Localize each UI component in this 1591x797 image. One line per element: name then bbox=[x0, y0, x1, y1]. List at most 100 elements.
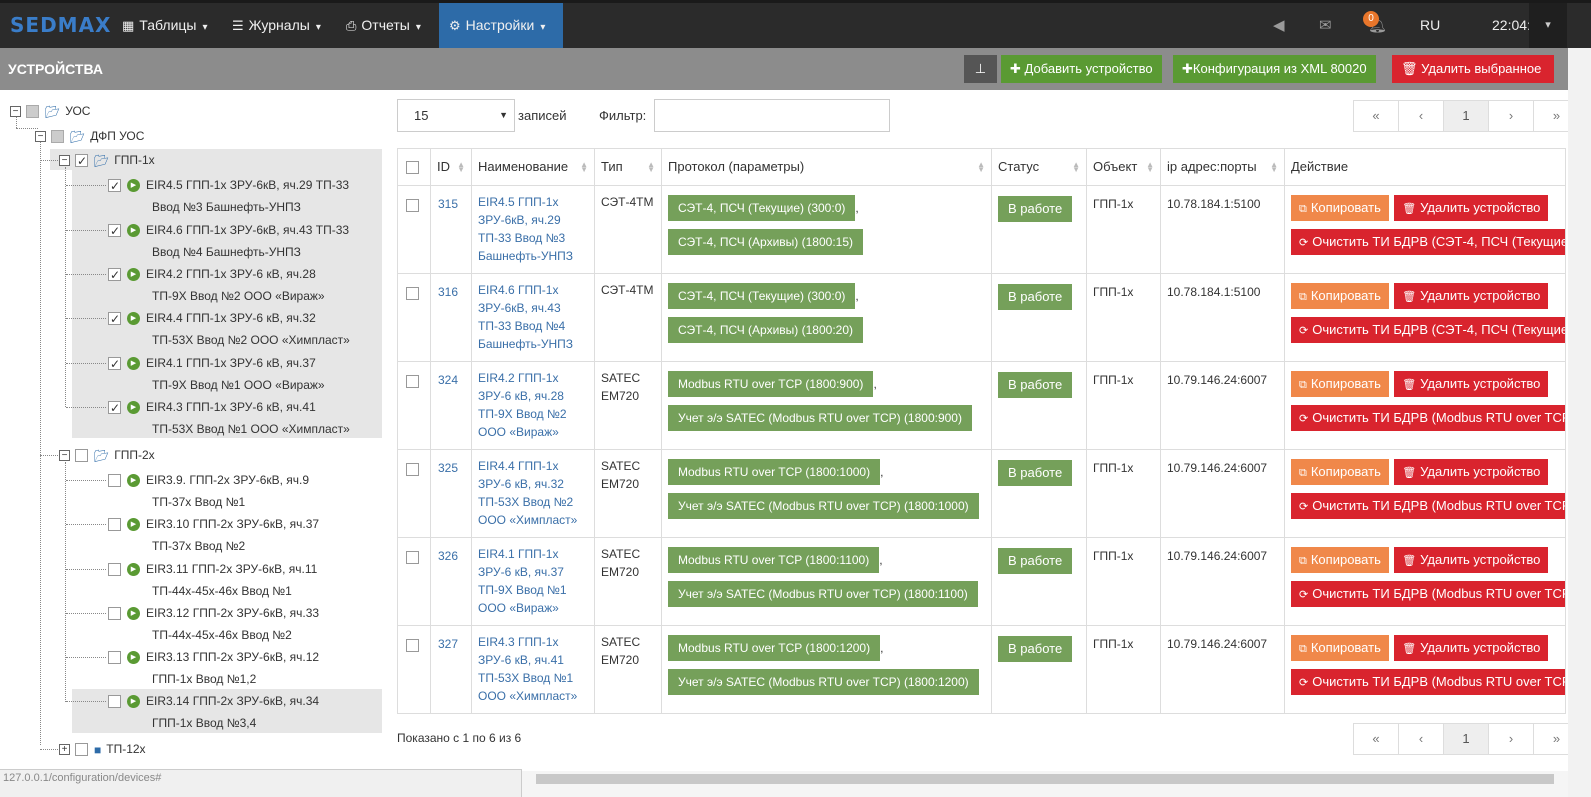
tree-leaf-device[interactable]: ▶ EIR3.9. ГПП-2х ЗРУ-6кВ, яч.9 ТП-37х Ввод… bbox=[108, 469, 309, 513]
hierarchy-button[interactable]: ⊥ bbox=[964, 55, 997, 83]
pager-last[interactable]: » bbox=[1552, 731, 1561, 746]
page-length-select[interactable]: 15 ▼ bbox=[397, 99, 515, 132]
pager-next[interactable]: › bbox=[1489, 101, 1534, 131]
tree-node-gpp1[interactable]: − 📂︎ ГПП-1х bbox=[59, 149, 155, 172]
device-name-link[interactable]: EIR4.2 ГПП-1х ЗРУ-6 кВ, яч.28 ТП-9Х Ввод №… bbox=[478, 369, 588, 441]
pager-prev[interactable]: ‹ bbox=[1399, 101, 1444, 131]
row-checkbox[interactable] bbox=[406, 463, 419, 476]
device-id-link[interactable]: 315 bbox=[438, 197, 459, 211]
protocol-badge[interactable]: СЭТ-4, ПСЧ (Архивы) (1800:15) bbox=[668, 229, 863, 255]
volume-icon[interactable]: ◀ bbox=[1273, 17, 1285, 34]
protocol-badge[interactable]: Учет э/э SATEC (Modbus RTU over TCP) (18… bbox=[668, 405, 972, 431]
device-id-link[interactable]: 326 bbox=[438, 549, 459, 563]
copy-button[interactable]: ⧉ Копировать bbox=[1291, 547, 1389, 573]
tree-checkbox[interactable] bbox=[108, 397, 121, 419]
tree-checkbox[interactable] bbox=[75, 743, 88, 757]
device-name-link[interactable]: EIR4.3 ГПП-1х ЗРУ-6 кВ, яч.41 ТП-53Х Ввод … bbox=[478, 633, 588, 705]
header-status[interactable]: Статус ▲ ▼ bbox=[991, 148, 1087, 186]
nav-tables[interactable]: ▦ Таблицы ▾ bbox=[112, 3, 218, 48]
tree-checkbox[interactable] bbox=[51, 130, 64, 144]
row-checkbox[interactable] bbox=[406, 375, 419, 388]
tree-leaf-device[interactable]: ▶ EIR3.12 ГПП-2х ЗРУ-6кВ, яч.33 ТП-44х-45х… bbox=[108, 602, 319, 646]
collapse-icon[interactable]: − bbox=[59, 450, 70, 462]
header-ip[interactable]: ip адрес:порты ▲ ▼ bbox=[1160, 148, 1285, 186]
collapse-icon[interactable]: − bbox=[10, 106, 21, 118]
row-checkbox[interactable] bbox=[406, 551, 419, 564]
row-checkbox[interactable] bbox=[406, 287, 419, 300]
device-id-link[interactable]: 316 bbox=[438, 285, 459, 299]
envelope-icon[interactable]: ✉ bbox=[1319, 17, 1332, 34]
tree-checkbox[interactable] bbox=[108, 695, 121, 709]
pager-first[interactable]: « bbox=[1354, 101, 1399, 131]
clear-ti-button[interactable]: ⟳ Очистить ТИ БДРВ (Modbus RTU over TCP) bbox=[1291, 669, 1565, 695]
tree-leaf-device[interactable]: ▶ EIR4.4 ГПП-1х ЗРУ-6 кВ, яч.32 ТП-53Х Вво… bbox=[108, 307, 350, 351]
tree-leaf-device[interactable]: ▶ EIR3.14 ГПП-2х ЗРУ-6кВ, яч.34 ГПП-1х Вво… bbox=[108, 690, 319, 734]
device-id-link[interactable]: 324 bbox=[438, 373, 459, 387]
xml-config-button[interactable]: ✚Конфигурация из XML 80020 bbox=[1173, 55, 1376, 83]
pager-prev[interactable]: ‹ bbox=[1399, 724, 1444, 754]
tree-node-gpp2[interactable]: − 📂︎ ГПП-2х bbox=[59, 444, 155, 466]
copy-button[interactable]: ⧉ Копировать bbox=[1291, 283, 1389, 309]
pager-page[interactable]: 1 bbox=[1444, 101, 1489, 131]
device-name-link[interactable]: EIR4.5 ГПП-1х ЗРУ-6кВ, яч.29 ТП-33 Ввод №3… bbox=[478, 193, 588, 265]
tree-checkbox[interactable] bbox=[26, 105, 39, 119]
collapse-icon[interactable]: − bbox=[59, 155, 70, 167]
delete-selected-button[interactable]: 🗑︎ Удалить выбранное bbox=[1392, 55, 1554, 83]
clear-ti-button[interactable]: ⟳ Очистить ТИ БДРВ (Modbus RTU over TCP) bbox=[1291, 405, 1565, 431]
tree-leaf-device[interactable]: ▶ EIR4.6 ГПП-1х ЗРУ-6кВ, яч.43 ТП-33 Ввод … bbox=[108, 219, 349, 263]
protocol-badge[interactable]: СЭТ-4, ПСЧ (Текущие) (300:0) bbox=[668, 283, 856, 309]
tree-checkbox[interactable] bbox=[108, 651, 121, 665]
scrollbar-thumb[interactable] bbox=[536, 774, 1554, 784]
header-name[interactable]: Наименование ▲ ▼ bbox=[471, 148, 595, 186]
add-device-button[interactable]: ✚ Добавить устройство bbox=[1001, 55, 1162, 83]
tree-leaf-device[interactable]: ▶ EIR3.10 ГПП-2х ЗРУ-6кВ, яч.37 ТП-37х Вво… bbox=[108, 513, 319, 557]
tree-checkbox[interactable] bbox=[108, 175, 121, 197]
protocol-badge[interactable]: Modbus RTU over TCP (1800:1100) bbox=[668, 547, 880, 573]
device-id-link[interactable]: 327 bbox=[438, 637, 459, 651]
device-name-link[interactable]: EIR4.1 ГПП-1х ЗРУ-6 кВ, яч.37 ТП-9Х Ввод №… bbox=[478, 545, 588, 617]
tree-checkbox[interactable] bbox=[108, 518, 121, 532]
device-name-link[interactable]: EIR4.6 ГПП-1х ЗРУ-6кВ, яч.43 ТП-33 Ввод №4… bbox=[478, 281, 588, 353]
row-checkbox[interactable] bbox=[406, 639, 419, 652]
device-id-link[interactable]: 325 bbox=[438, 461, 459, 475]
protocol-badge[interactable]: Учет э/э SATEC (Modbus RTU over TCP) (18… bbox=[668, 493, 979, 519]
tree-leaf-device[interactable]: ▶ EIR3.13 ГПП-2х ЗРУ-6кВ, яч.12 ГПП-1х Вво… bbox=[108, 646, 319, 690]
tree-node-dfp[interactable]: − 📂︎ ДФП УОС bbox=[35, 125, 144, 147]
select-all-checkbox[interactable] bbox=[406, 161, 419, 174]
tree-checkbox[interactable] bbox=[108, 220, 121, 242]
tree-leaf-device[interactable]: ▶ EIR4.1 ГПП-1х ЗРУ-6 кВ, яч.37 ТП-9Х Ввод… bbox=[108, 352, 325, 396]
horizontal-scrollbar[interactable] bbox=[522, 771, 1568, 797]
delete-device-button[interactable]: 🗑︎ Удалить устройство bbox=[1394, 371, 1549, 397]
tree-leaf-device[interactable]: ▶ EIR4.5 ГПП-1х ЗРУ-6кВ, яч.29 ТП-33 Ввод … bbox=[108, 174, 349, 218]
tree-node-tp12[interactable]: + ■ ТП-12х bbox=[59, 738, 146, 760]
protocol-badge[interactable]: Учет э/э SATEC (Modbus RTU over TCP) (18… bbox=[668, 581, 978, 607]
tree-checkbox[interactable] bbox=[108, 353, 121, 375]
chevron-down-icon[interactable]: ▾ bbox=[1529, 3, 1567, 48]
row-checkbox[interactable] bbox=[406, 199, 419, 212]
tree-node-root[interactable]: − 📂︎ УОС bbox=[10, 100, 90, 122]
header-id[interactable]: ID ▲ ▼ bbox=[430, 148, 472, 186]
tree-checkbox[interactable] bbox=[108, 607, 121, 621]
copy-button[interactable]: ⧉ Копировать bbox=[1291, 459, 1389, 485]
clear-ti-button[interactable]: ⟳ Очистить ТИ БДРВ (Modbus RTU over TCP) bbox=[1291, 493, 1565, 519]
tree-checkbox[interactable] bbox=[108, 308, 121, 330]
tree-leaf-device[interactable]: ▶ EIR3.11 ГПП-2х ЗРУ-6кВ, яч.11 ТП-44х-45х… bbox=[108, 558, 317, 602]
delete-device-button[interactable]: 🗑︎ Удалить устройство bbox=[1394, 195, 1549, 221]
clear-ti-button[interactable]: ⟳ Очистить ТИ БДРВ (СЭТ-4, ПСЧ (Текущие)) bbox=[1291, 229, 1565, 255]
protocol-badge[interactable]: Учет э/э SATEC (Modbus RTU over TCP) (18… bbox=[668, 669, 979, 695]
clear-ti-button[interactable]: ⟳ Очистить ТИ БДРВ (Modbus RTU over TCP) bbox=[1291, 581, 1565, 607]
delete-device-button[interactable]: 🗑︎ Удалить устройство bbox=[1394, 283, 1549, 309]
copy-button[interactable]: ⧉ Копировать bbox=[1291, 195, 1389, 221]
header-type[interactable]: Тип ▲ ▼ bbox=[594, 148, 662, 186]
header-protocol[interactable]: Протокол (параметры) ▲ ▼ bbox=[661, 148, 992, 186]
pager-last[interactable]: » bbox=[1552, 108, 1561, 123]
protocol-badge[interactable]: Modbus RTU over TCP (1800:1200) bbox=[668, 635, 881, 661]
vertical-scrollbar[interactable] bbox=[1568, 48, 1591, 797]
language-selector[interactable]: RU bbox=[1420, 17, 1441, 33]
header-object[interactable]: Объект ▲ ▼ bbox=[1086, 148, 1161, 186]
expand-icon[interactable]: + bbox=[59, 744, 70, 756]
delete-device-button[interactable]: 🗑︎ Удалить устройство bbox=[1394, 459, 1549, 485]
tree-leaf-device[interactable]: ▶ EIR4.2 ГПП-1х ЗРУ-6 кВ, яч.28 ТП-9Х Ввод… bbox=[108, 263, 325, 307]
header-select[interactable] bbox=[397, 148, 431, 186]
filter-input[interactable] bbox=[654, 99, 890, 132]
